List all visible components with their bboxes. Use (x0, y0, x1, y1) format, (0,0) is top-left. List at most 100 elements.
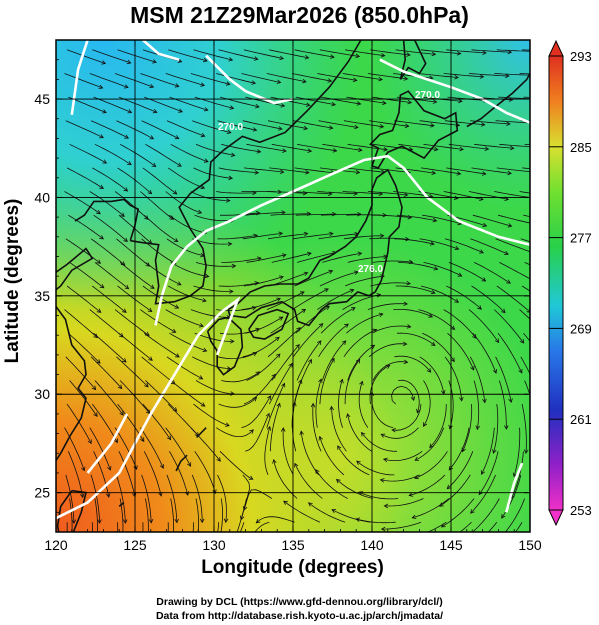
streamline (243, 276, 284, 287)
streamline-arrow (278, 126, 283, 131)
streamline (292, 191, 332, 195)
streamline-arrow (275, 353, 281, 359)
streamline-arrow (122, 519, 128, 524)
streamline (190, 191, 230, 201)
streamline-arrow (226, 198, 231, 203)
streamline-arrow (127, 161, 132, 166)
streamline (64, 427, 85, 471)
streamline (372, 361, 408, 381)
streamline-arrow (430, 289, 436, 295)
streamline (293, 120, 333, 129)
streamline (381, 427, 419, 439)
streamline (241, 73, 281, 83)
streamline-arrow (255, 103, 260, 109)
streamline (322, 340, 346, 381)
streamline-arrow (480, 122, 486, 127)
streamline (346, 96, 386, 104)
streamline (368, 343, 407, 358)
streamline (216, 191, 257, 194)
streamline (270, 96, 310, 106)
streamline-arrow (457, 272, 463, 277)
streamline (69, 380, 98, 417)
streamline (142, 522, 144, 532)
streamline (395, 167, 436, 174)
streamline (322, 143, 362, 151)
streamline-arrow (506, 279, 511, 284)
streamline-arrow (346, 413, 351, 418)
streamline (473, 380, 480, 430)
streamline (343, 329, 377, 358)
coastline (248, 308, 290, 340)
streamline-arrow (174, 135, 180, 140)
streamline (270, 213, 311, 216)
streamline (118, 96, 157, 113)
streamline-arrow (301, 308, 307, 314)
streamline-arrow (265, 412, 270, 418)
credit-line-1: Drawing by DCL (https://www.gfd-dennou.o… (156, 596, 443, 608)
streamline (218, 397, 257, 408)
streamline (391, 385, 415, 405)
streamline-arrow (200, 82, 206, 87)
streamline (194, 451, 216, 494)
streamline-arrow (507, 170, 512, 176)
coastline (196, 427, 207, 439)
streamline-arrow (459, 396, 464, 402)
streamline-arrow (379, 478, 385, 483)
streamline-arrow (199, 518, 205, 524)
streamline-arrow (406, 324, 412, 329)
streamline-arrow (328, 269, 334, 275)
streamline-arrow (508, 398, 513, 404)
streamline-arrow (174, 304, 180, 309)
streamline-arrow (383, 147, 389, 152)
streamline (322, 252, 362, 263)
streamline (92, 49, 131, 64)
streamline-arrow (255, 518, 261, 524)
streamline-arrow (481, 171, 487, 176)
streamline-arrow (456, 171, 462, 176)
streamline (522, 49, 530, 51)
streamline (93, 332, 127, 363)
streamline-arrow (481, 277, 487, 282)
streamline (519, 73, 530, 75)
streamline (217, 474, 227, 523)
colorbar-tick-label: 261 (570, 412, 592, 427)
streamline-arrow (203, 158, 209, 163)
streamline-arrow (241, 551, 244, 555)
streamline (427, 521, 447, 532)
streamline-arrow (534, 97, 538, 101)
streamline (418, 309, 455, 330)
streamline (217, 120, 257, 131)
streamline (331, 406, 347, 452)
streamline (91, 403, 118, 443)
streamline (429, 404, 447, 448)
streamline (90, 238, 126, 266)
streamline-arrow (482, 398, 487, 404)
streamline-arrow (152, 109, 158, 114)
streamline (371, 325, 411, 334)
streamline (114, 191, 149, 220)
streamline (520, 238, 530, 243)
streamline-arrow (354, 270, 359, 275)
streamline-arrow (102, 109, 107, 114)
streamline (140, 309, 176, 333)
streamline (312, 403, 322, 452)
streamline (319, 271, 359, 287)
streamline (145, 143, 182, 167)
streamline (472, 214, 512, 227)
streamline-arrow (105, 492, 111, 498)
streamline-arrow (352, 77, 358, 83)
streamline (165, 427, 191, 467)
streamline (269, 167, 309, 174)
streamline-arrow (175, 353, 180, 358)
streamline (356, 518, 396, 524)
streamline-arrow (124, 134, 130, 139)
streamline-arrow (329, 405, 334, 411)
colorbar-tick-label: 253 (570, 503, 592, 518)
streamline (218, 282, 259, 287)
contour-line (142, 40, 180, 61)
streamline (471, 49, 512, 53)
streamline-arrow (171, 544, 175, 548)
streamline (318, 323, 349, 358)
streamline (266, 73, 307, 83)
